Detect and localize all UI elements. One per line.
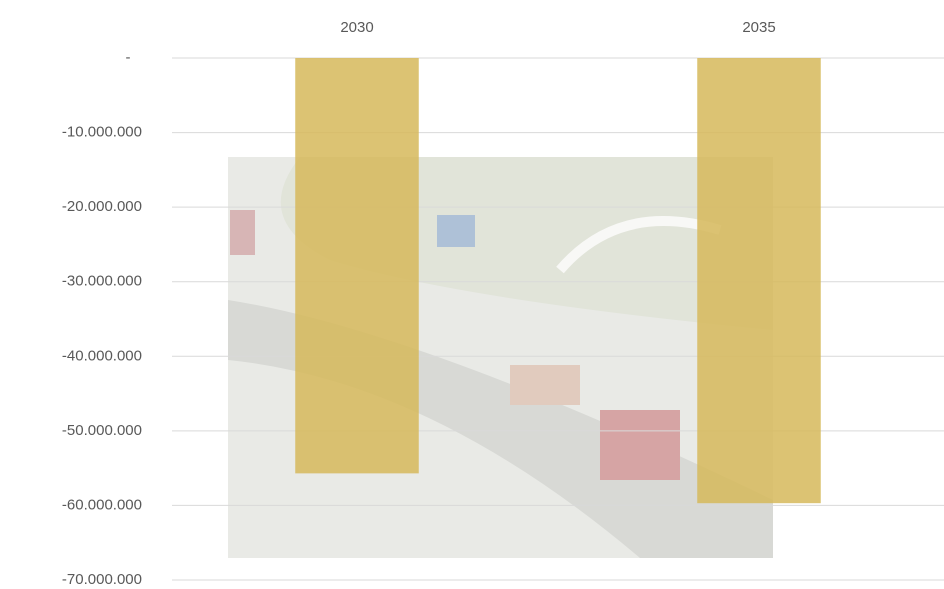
bar <box>295 58 419 474</box>
y-tick-label: -50.000.000 <box>62 422 142 439</box>
y-tick-label: -20.000.000 <box>62 198 142 215</box>
x-tick-label: 2030 <box>340 19 373 36</box>
x-tick-label: 2035 <box>742 19 775 36</box>
bar <box>697 58 821 504</box>
y-tick-label: -30.000.000 <box>62 273 142 290</box>
y-tick-label: -60.000.000 <box>62 496 142 513</box>
y-tick-label: -40.000.000 <box>62 347 142 364</box>
y-tick-label: -70.000.000 <box>62 571 142 588</box>
y-tick-label: - <box>126 49 131 66</box>
y-tick-label: -10.000.000 <box>62 124 142 141</box>
